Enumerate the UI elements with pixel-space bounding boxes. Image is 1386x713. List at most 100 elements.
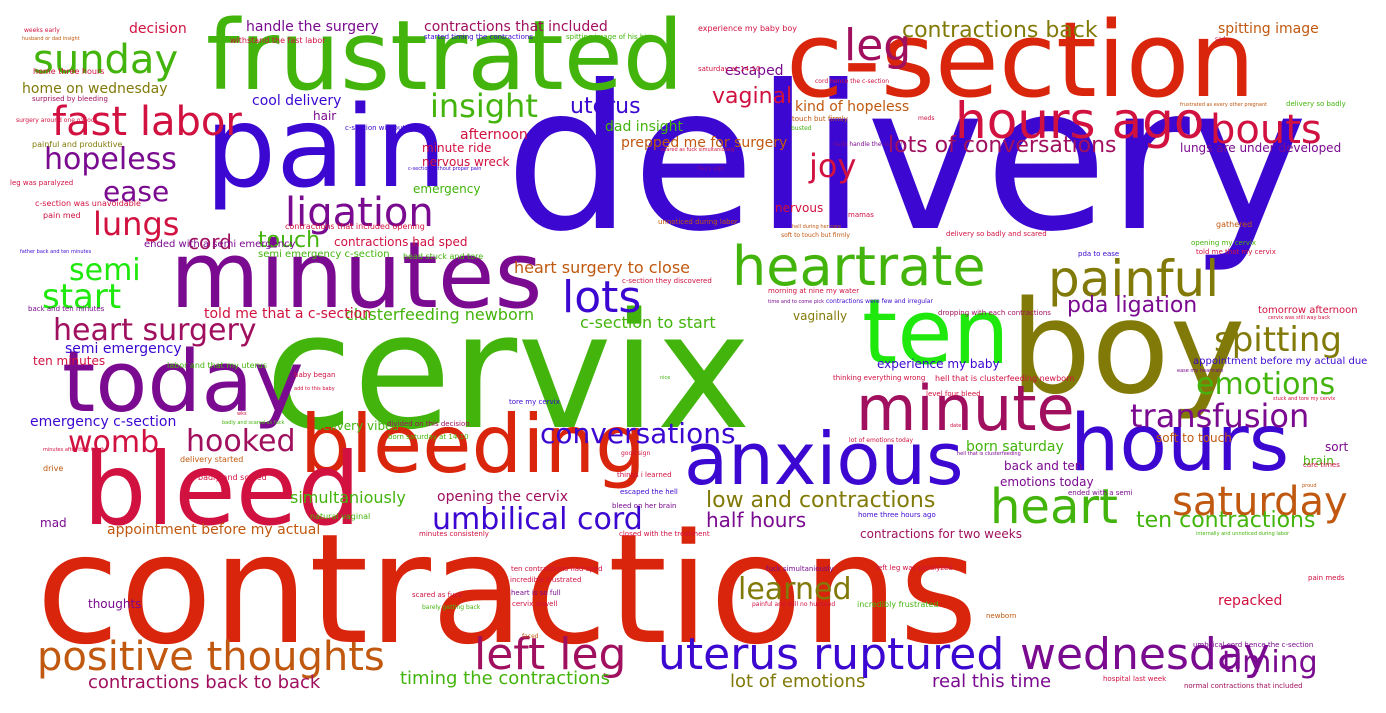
- word-hours-ago: hours ago: [955, 92, 1205, 150]
- word-things-i-learned: things i learned: [617, 471, 672, 479]
- word-painful: painful: [1048, 250, 1220, 308]
- word-ease-my-heartrate: ease my heartrate: [1177, 368, 1224, 374]
- word-vaginally: vaginally: [793, 309, 848, 323]
- word-baby-began: baby began: [294, 371, 336, 379]
- word-experience-my-baby-boy: experience my baby boy: [698, 24, 797, 33]
- word-hooked: hooked: [186, 424, 296, 459]
- word-pain-meds: pain meds: [1308, 574, 1345, 582]
- word-saturday: saturday: [1172, 479, 1348, 525]
- word-spitting: spitting: [1214, 320, 1342, 360]
- word-contractions-that-included: contractions that included: [424, 19, 608, 35]
- word-scared-as-fuck-simultaniously: scared as fuck simultaniously: [661, 147, 735, 153]
- word-born-saturday: born saturday: [966, 439, 1064, 455]
- word-hospital-last-week: hospital last week: [1103, 675, 1167, 683]
- word-contractions-were-few-and-irregular: contractions were few and irregular: [826, 298, 933, 305]
- word-ended-with-a-semi-emergency: ended with a semi emergency: [144, 239, 296, 250]
- word-escaped-the-hell: escaped the hell: [620, 488, 678, 496]
- word-experience-my-baby: experience my baby: [877, 357, 1000, 371]
- word-hair: hair: [313, 109, 337, 123]
- word-back-and-ten-minutes: back and ten minutes: [28, 305, 105, 313]
- word-bouts: bouts: [1210, 107, 1322, 153]
- word-told-me-that-my-cervix: told me that my cervix: [1196, 248, 1276, 256]
- word-contractions-back: contractions back: [902, 18, 1098, 43]
- word-wks: wks: [237, 411, 247, 417]
- word-fast-labor: fast labor: [52, 99, 242, 145]
- word-opening-my-cervix: opening my cervix: [1191, 239, 1256, 247]
- word-contractions: contractions: [36, 501, 979, 678]
- word-bleeding: bleeding: [300, 398, 646, 491]
- word-lots: lots: [562, 272, 642, 323]
- word-ten-minutes: ten minutes: [33, 354, 106, 368]
- word-home-on-wednesday: home on wednesday: [22, 81, 168, 97]
- word-faced: faced: [522, 633, 539, 640]
- word-father-back-and-ten-minutes: father back and ten minutes: [20, 249, 92, 255]
- word-minutes-after-they-finally: minutes after they finally: [43, 447, 107, 453]
- word-date: date: [950, 423, 962, 429]
- word-hell-that-is-clusterfeeding: hell that is clusterfeeding: [957, 451, 1021, 457]
- word-c-section-they-discovered: c-section they discovered: [622, 277, 712, 285]
- word-minute-ride: minute ride: [422, 141, 492, 155]
- word-fuck-simultaniously: fuck simultaniously: [766, 565, 834, 573]
- word-heart: heart: [990, 479, 1118, 535]
- word-minutes: minutes: [170, 222, 543, 329]
- word-painful-and-produktive: painful and produktive: [32, 140, 123, 149]
- word-dads-handle-the-surgery: dads handle the surgery: [833, 141, 907, 148]
- word-c-section: c-section: [786, 0, 1256, 121]
- word-bleed: bleed: [83, 431, 361, 548]
- word-contractions-had-sped: contractions had sped: [334, 235, 468, 249]
- word-lots-of-conversations: lots of conversations: [888, 133, 1117, 158]
- word-soft-to-touch-but-firmly: soft to touch but firmly: [781, 232, 850, 239]
- word-opening-the-cervix: opening the cervix: [437, 489, 568, 505]
- word-boy: boy: [1010, 274, 1246, 423]
- word-decision: decision: [129, 21, 187, 37]
- word-minutes-consistenly: minutes consistenly: [419, 530, 489, 538]
- word-afternoon: afternoon: [460, 127, 528, 143]
- word-surgery-around-one-o-clock: surgery around one o'clock: [16, 117, 98, 124]
- word-good-sign: good sign: [621, 450, 651, 457]
- word-ten: ten: [862, 280, 1010, 385]
- word-born-saturday-at-14-10: born saturday at 14:10: [388, 433, 469, 441]
- word-divided-on-this-decision: divided on this decision: [387, 420, 470, 428]
- word-surprised-by-bleeding: surprised by bleeding: [32, 95, 108, 103]
- word-withstand-the-fast-labor: withstand the fast labor: [230, 36, 326, 45]
- word-mad: mad: [40, 516, 67, 530]
- word-emotions-today: emotions today: [1000, 475, 1094, 489]
- word-umbilical-cord-hence-the-c-section: umbilical cord hence the c-section: [1193, 641, 1314, 649]
- word-soft-to-touch: soft to touch: [1156, 431, 1232, 445]
- word-thoughts: thoughts: [88, 597, 142, 611]
- word-incredibly-frustrated: incredibly frustrated: [857, 600, 939, 609]
- word-cool-delivery: cool delivery: [252, 93, 342, 109]
- word-frustrated: frustrated: [206, 0, 684, 112]
- word-hell-that-is-clusterfeeding-newborn: hell that is clusterfeeding newborn: [935, 374, 1075, 383]
- word-pda-ligation: pda ligation: [1067, 293, 1198, 318]
- word-transfusion: transfusion: [1130, 397, 1310, 435]
- word-internally-and-unnoticed-during-labor: internally and unnoticed during labor: [1196, 531, 1290, 537]
- word-cord: cord: [188, 230, 232, 254]
- word-hopeless: hopeless: [44, 142, 177, 177]
- word-appointment-before-my-actual: appointment before my actual: [107, 522, 321, 538]
- word-proud: proud: [1302, 483, 1317, 489]
- word-husband-or-dad-insight: husband or dad insight: [22, 36, 80, 42]
- word-delivery-started: delivery started: [180, 455, 244, 464]
- word-mamas: mamas: [848, 211, 874, 219]
- word-emotions: emotions: [1196, 367, 1336, 402]
- word-leg: leg: [844, 20, 912, 71]
- word-delivery-so-badly-and-scared: delivery so badly and scared: [946, 230, 1047, 238]
- word-lot-of-emotions: lot of emotions: [730, 671, 866, 692]
- word-c-section-to-start: c-section to start: [580, 313, 716, 332]
- word-busted: busted: [791, 125, 812, 132]
- word-handle-the-surgery: handle the surgery: [246, 19, 379, 35]
- word-cervix-aswell: cervix aswell: [512, 600, 558, 608]
- word-told-me-that-a-c-section: told me that a c-section: [204, 306, 372, 322]
- word-heartrate: heartrate: [732, 235, 986, 298]
- word-wednesday: wednesday: [1020, 629, 1270, 680]
- word-simultaniously: simultaniously: [290, 488, 406, 507]
- word-prepped-me-for-surgery: prepped me for surgery: [621, 135, 788, 151]
- word-real-this-time: real this time: [932, 671, 1052, 692]
- word-minute: minute: [856, 372, 1075, 445]
- word-brain: brain: [1303, 454, 1334, 468]
- word-semi: semi: [69, 253, 141, 288]
- word-stuck-and-tore-my-cervix: stuck and tore my cervix: [1273, 396, 1336, 402]
- word-time-and-to-come-pick: time and to come pick: [768, 299, 825, 305]
- word-today: today: [62, 333, 304, 432]
